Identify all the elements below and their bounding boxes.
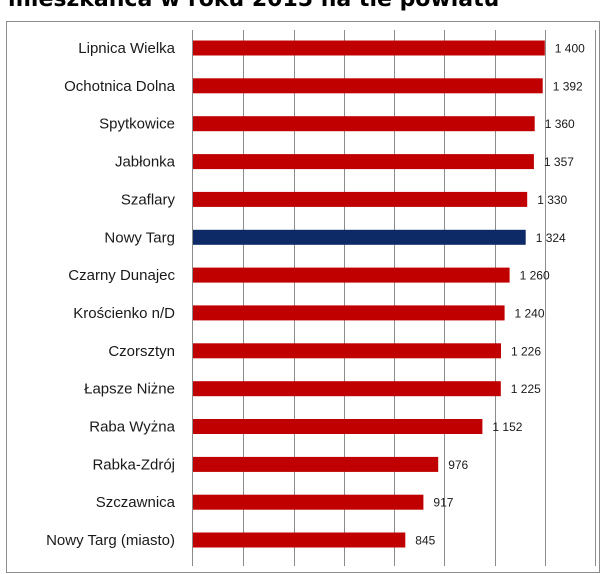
data-label: 1 152 <box>492 420 522 434</box>
bar <box>193 381 501 397</box>
data-label: 1 330 <box>537 193 567 207</box>
category-label: Czarny Dunajec <box>68 267 175 284</box>
data-label: 1 400 <box>555 42 585 56</box>
bar <box>193 343 501 359</box>
category-label: Jabłonka <box>115 154 176 171</box>
chart-title: mieszkańca w roku 2015 na tle powiatu <box>8 0 607 14</box>
category-label: Łapsze Niżne <box>84 381 175 398</box>
data-label: 1 260 <box>520 269 550 283</box>
data-label: 845 <box>415 534 435 548</box>
bar <box>193 191 528 207</box>
category-label: Raba Wyżna <box>89 419 175 436</box>
bar <box>193 116 535 132</box>
category-label: Spytkowice <box>99 116 175 133</box>
data-label: 1 226 <box>511 344 541 358</box>
bar <box>193 456 439 472</box>
bar <box>193 267 510 283</box>
data-label: 1 240 <box>515 306 545 320</box>
category-label: Szaflary <box>121 191 176 208</box>
bar <box>193 78 543 94</box>
bar <box>193 419 483 434</box>
bar <box>193 229 526 245</box>
data-label: 1 225 <box>511 382 541 396</box>
category-label: Nowy Targ (miasto) <box>46 532 175 549</box>
category-label: Ochotnica Dolna <box>64 78 176 95</box>
category-label: Szczawnica <box>96 494 176 511</box>
bar <box>193 40 545 56</box>
bar <box>193 305 505 321</box>
data-label: 917 <box>433 496 453 510</box>
bar <box>193 494 424 510</box>
data-label: 976 <box>448 458 468 472</box>
data-label: 1 392 <box>553 79 583 93</box>
bar <box>193 532 406 548</box>
category-label: Krościenko n/D <box>73 305 175 322</box>
category-label: Czorsztyn <box>108 343 175 360</box>
bar <box>193 154 534 170</box>
data-label: 1 357 <box>544 155 574 169</box>
category-label: Nowy Targ <box>104 229 175 246</box>
chart-frame <box>6 21 600 573</box>
data-label: 1 324 <box>536 231 566 245</box>
data-label: 1 360 <box>545 117 575 131</box>
category-label: Rabka-Zdrój <box>92 456 175 473</box>
category-label: Lipnica Wielka <box>78 40 175 57</box>
